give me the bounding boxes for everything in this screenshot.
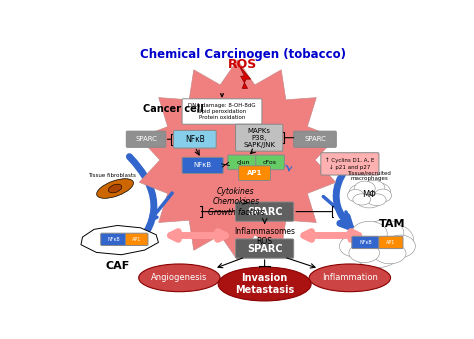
- Ellipse shape: [349, 184, 371, 201]
- FancyArrowPatch shape: [336, 157, 356, 227]
- Text: cFos: cFos: [263, 160, 277, 165]
- FancyBboxPatch shape: [321, 153, 379, 175]
- FancyBboxPatch shape: [236, 202, 294, 221]
- Ellipse shape: [367, 194, 386, 206]
- Text: NFκB: NFκB: [185, 135, 205, 144]
- Text: AP1: AP1: [132, 237, 141, 242]
- FancyBboxPatch shape: [352, 236, 379, 248]
- FancyBboxPatch shape: [126, 131, 166, 147]
- Ellipse shape: [218, 267, 311, 301]
- Text: SPARC: SPARC: [247, 206, 283, 217]
- Ellipse shape: [373, 224, 414, 256]
- Ellipse shape: [351, 226, 402, 264]
- Text: Invasion
Metastasis: Invasion Metastasis: [235, 273, 294, 295]
- Text: CAF: CAF: [105, 261, 129, 271]
- Text: cJun: cJun: [236, 160, 250, 165]
- Text: NFκB: NFκB: [359, 240, 372, 245]
- Text: Chemical Carcinogen (tobacco): Chemical Carcinogen (tobacco): [140, 48, 346, 61]
- Ellipse shape: [339, 236, 368, 257]
- Ellipse shape: [357, 194, 382, 208]
- Ellipse shape: [367, 183, 391, 201]
- Text: TAM: TAM: [379, 219, 406, 229]
- Ellipse shape: [363, 180, 385, 196]
- Text: Tissue fibroblasts: Tissue fibroblasts: [88, 173, 136, 178]
- Ellipse shape: [97, 179, 134, 198]
- Ellipse shape: [139, 264, 220, 292]
- Ellipse shape: [342, 227, 380, 256]
- Text: DNA damage: 8-OH-8dG
Lipid peroxidation
Protein oxidation: DNA damage: 8-OH-8dG Lipid peroxidation …: [188, 103, 256, 120]
- Text: Inflammation: Inflammation: [322, 273, 378, 282]
- Ellipse shape: [353, 194, 371, 205]
- FancyBboxPatch shape: [182, 157, 223, 174]
- Text: Inflammasomes
ROS: Inflammasomes ROS: [234, 227, 295, 246]
- FancyArrowPatch shape: [129, 157, 154, 247]
- FancyBboxPatch shape: [236, 239, 294, 258]
- Polygon shape: [239, 65, 251, 88]
- Text: ROS: ROS: [228, 58, 257, 71]
- Text: AP1: AP1: [386, 240, 396, 245]
- Ellipse shape: [349, 243, 380, 263]
- Ellipse shape: [385, 235, 415, 257]
- Ellipse shape: [347, 190, 364, 202]
- FancyBboxPatch shape: [126, 233, 148, 245]
- Ellipse shape: [355, 181, 375, 195]
- Ellipse shape: [365, 220, 404, 246]
- FancyBboxPatch shape: [255, 155, 284, 170]
- Ellipse shape: [374, 189, 392, 202]
- Ellipse shape: [374, 243, 406, 264]
- Text: MΦ: MΦ: [362, 190, 376, 199]
- Ellipse shape: [355, 184, 384, 206]
- Ellipse shape: [356, 244, 398, 267]
- Text: Tissue/recruited
macrophages: Tissue/recruited macrophages: [347, 170, 391, 181]
- Text: Cytokines
Chemokines
Growth factors: Cytokines Chemokines Growth factors: [208, 187, 264, 217]
- FancyBboxPatch shape: [294, 131, 337, 147]
- FancyBboxPatch shape: [173, 131, 216, 148]
- Text: SPARC: SPARC: [247, 244, 283, 254]
- FancyBboxPatch shape: [100, 233, 126, 245]
- Text: NFκB: NFκB: [107, 237, 120, 242]
- FancyBboxPatch shape: [228, 155, 258, 170]
- FancyBboxPatch shape: [239, 166, 271, 180]
- Polygon shape: [139, 60, 336, 260]
- Text: SPARC: SPARC: [304, 136, 326, 142]
- FancyArrowPatch shape: [171, 232, 226, 239]
- FancyArrowPatch shape: [304, 232, 359, 239]
- Text: ↑ Cyclins D1, A, E
↓ p21 and p27: ↑ Cyclins D1, A, E ↓ p21 and p27: [325, 158, 374, 170]
- Polygon shape: [81, 225, 158, 255]
- Text: MAPKs
P38,
SAPK/JNK: MAPKs P38, SAPK/JNK: [243, 128, 275, 148]
- Text: AP1: AP1: [247, 170, 262, 176]
- Text: NFκB: NFκB: [193, 162, 212, 168]
- Text: Angiogenesis: Angiogenesis: [151, 273, 208, 282]
- Text: SPARC: SPARC: [135, 136, 157, 142]
- FancyBboxPatch shape: [379, 236, 403, 248]
- Ellipse shape: [309, 264, 391, 292]
- Ellipse shape: [109, 184, 122, 193]
- FancyBboxPatch shape: [236, 124, 283, 151]
- FancyBboxPatch shape: [182, 99, 262, 124]
- Ellipse shape: [351, 221, 387, 246]
- Text: Cancer cell: Cancer cell: [143, 104, 204, 114]
